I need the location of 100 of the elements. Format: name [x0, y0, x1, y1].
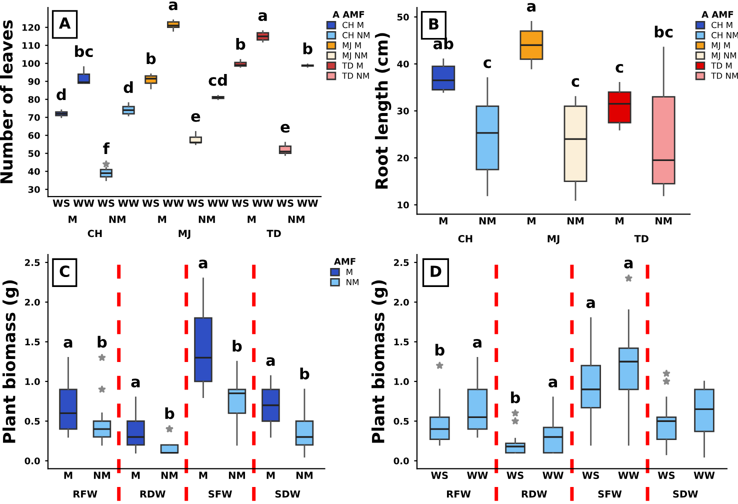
y-tick-label: 50 — [397, 14, 409, 21]
x-tick-label: NM — [94, 472, 110, 479]
y-tick-label: 110 — [22, 42, 40, 49]
x-tick-label: WW — [73, 200, 94, 207]
x-tick-label: WW — [618, 472, 640, 479]
y-tick-label: 10 — [398, 202, 409, 208]
y-tick-label: 30 — [28, 186, 40, 193]
x-tick-label: WW — [542, 472, 564, 479]
legend-label: CH M — [342, 22, 364, 28]
legend-label: MJ M — [712, 42, 730, 50]
legend-label: MJ M — [342, 42, 361, 50]
y-tick-label: 120 — [22, 24, 40, 31]
text: a — [131, 378, 140, 388]
y-axis-title: Plant biomass (g) — [2, 280, 19, 443]
legend-label: TD NM — [711, 72, 738, 79]
text: SFW — [598, 490, 622, 498]
x-tick-label: WS — [658, 472, 675, 480]
text: c — [572, 78, 580, 87]
y-tick-label: 40 — [397, 60, 409, 68]
x-tick-label: WS — [232, 200, 249, 207]
x-tick-label: M — [64, 472, 72, 479]
text: a — [586, 299, 595, 308]
x-tick-label: NM — [656, 217, 672, 224]
x-tick-label: WS — [142, 200, 160, 207]
x-tick-label: WW — [252, 200, 274, 207]
y-tick-label: 0.0 — [24, 458, 40, 464]
text: TD — [634, 235, 648, 242]
text: CH — [458, 235, 472, 242]
text: b — [435, 344, 444, 356]
y-tick-label: 80 — [28, 96, 40, 103]
x-tick-label: WW — [118, 200, 139, 207]
text: D — [430, 266, 442, 277]
y-tick-label: 30 — [397, 108, 409, 114]
legend-title: AMF — [334, 258, 356, 265]
x-tick-label: WS — [52, 200, 70, 207]
legend-title: A AMF — [702, 11, 734, 18]
x-tick-label: NM — [296, 472, 312, 479]
text: b — [232, 340, 242, 352]
y-tick-label: 1.0 — [394, 378, 409, 386]
y-tick-label: 1.0 — [25, 378, 40, 386]
text: RFW — [447, 490, 471, 498]
text: b — [165, 407, 174, 420]
text: a — [168, 1, 178, 10]
text: C — [60, 266, 70, 278]
y-tick-label: 70 — [28, 114, 40, 121]
y-tick-label: 90 — [28, 78, 40, 85]
x-tick-label: WS — [276, 200, 294, 207]
text: B — [429, 18, 438, 30]
legend-label: CH NM — [712, 32, 738, 38]
legend-label: CH M — [712, 22, 732, 28]
text: A — [58, 17, 71, 29]
text: TD — [266, 230, 281, 238]
text: a — [548, 378, 558, 388]
text: c — [484, 59, 491, 68]
x-tick-label: WW — [208, 200, 228, 207]
text: MJ — [548, 235, 560, 244]
text: c — [616, 64, 624, 73]
legend-label: MJ NM — [342, 52, 367, 60]
x-tick-label: WS — [506, 472, 524, 480]
text: bc — [654, 26, 673, 38]
text: SFW — [208, 490, 232, 498]
y-tick-label: 100 — [22, 60, 40, 67]
text: MJ — [178, 230, 190, 239]
y-axis-title: Number of leaves — [0, 20, 13, 184]
text: b — [236, 38, 246, 50]
text: a — [526, 2, 536, 12]
legend-label: NM — [346, 279, 358, 286]
text: a — [198, 260, 208, 268]
text: b — [300, 368, 310, 380]
legend-title: A AMF — [332, 11, 364, 18]
x-tick-label: WW — [467, 472, 488, 479]
text: ab — [433, 37, 454, 50]
x-tick-label: M — [616, 217, 624, 224]
x-tick-label: WS — [187, 200, 204, 207]
legend-label: TD M — [342, 62, 363, 69]
text: a — [258, 12, 267, 22]
x-tick-label: WW — [694, 472, 715, 479]
text: a — [266, 357, 275, 366]
text: SDW — [673, 490, 698, 498]
y-tick-label: 2.5 — [394, 259, 409, 266]
x-tick-label: NM — [161, 472, 178, 479]
text: RFW — [74, 490, 98, 498]
x-tick-label: WS — [98, 200, 114, 207]
text: b — [511, 391, 520, 404]
y-tick-label: 0.5 — [394, 418, 409, 425]
text: b — [98, 336, 107, 348]
y-tick-label: 50 — [28, 150, 40, 157]
legend-label: M — [346, 268, 352, 276]
y-axis-title: Root length (cm) — [374, 33, 392, 189]
y-tick-label: 2.0 — [25, 298, 40, 306]
text: b — [146, 52, 156, 64]
x-tick-label: M — [199, 472, 208, 479]
text: RDW — [522, 490, 547, 498]
x-tick-label: M — [528, 217, 536, 224]
legend-label: MJ NM — [712, 52, 736, 60]
text: d — [124, 81, 133, 94]
y-tick-label: 20 — [397, 154, 409, 162]
y-tick-label: 40 — [28, 168, 40, 175]
text: f — [103, 142, 110, 154]
text: d — [56, 88, 66, 100]
